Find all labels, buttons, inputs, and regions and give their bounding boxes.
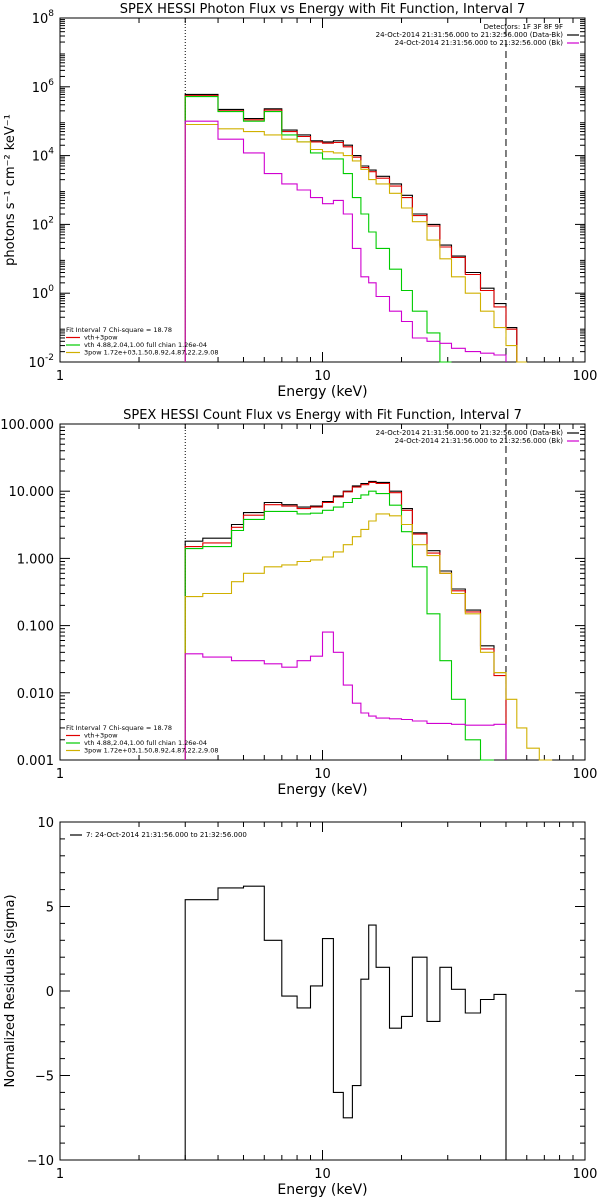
legend-entry: 3pow 1.72e+03,1.50,8.92,4.87,22.2,9.08 xyxy=(84,349,219,357)
x-tick-label: 1 xyxy=(56,767,64,782)
legend-entry: 7: 24-Oct-2014 21:31:56.000 to 21:32:56.… xyxy=(86,831,247,839)
legend-entry: Fit Interval 7 Chi-square = 18.78 xyxy=(66,724,172,732)
legend-entry: 3pow 1.72e+03,1.50,8.92,4.87,22.2,9.08 xyxy=(84,747,219,755)
legend-entry: vth 4.88,2.04,1.00 full chian 1.26e-04 xyxy=(84,739,207,747)
x-tick-label: 1 xyxy=(56,1167,64,1182)
x-axis-label: Energy (keV) xyxy=(277,384,367,400)
series-vth xyxy=(184,96,452,363)
series-residuals xyxy=(184,885,507,1160)
y-tick-label: 106 xyxy=(32,78,55,96)
series-bk xyxy=(184,631,507,760)
y-tick-base: 10 xyxy=(32,81,49,96)
y-tick-exp: 6 xyxy=(48,78,54,88)
y-axis: 100.000 10.000 1.000 0.100 0.010 0.001 xyxy=(0,418,585,769)
legend-entry: 24-Oct-2014 21:31:56.000 to 21:32:56.000… xyxy=(395,39,564,47)
y-tick-exp: 4 xyxy=(48,147,54,157)
chart-title: SPEX HESSI Photon Flux vs Energy with Fi… xyxy=(120,2,526,17)
legend-bottom: Fit Interval 7 Chi-square = 18.78vth+3po… xyxy=(66,326,219,357)
y-tick-exp: 2 xyxy=(48,215,54,225)
y-tick-base: 10 xyxy=(32,218,49,233)
x-axis: 1 10 100 xyxy=(56,424,598,782)
y-tick-label: 108 xyxy=(32,9,55,27)
series-bk xyxy=(184,120,507,362)
x-tick-label: 1 xyxy=(56,369,64,384)
y-tick-label: 0 xyxy=(46,985,54,1000)
x-tick-label: 100 xyxy=(573,1167,598,1182)
y-tick-base: 10 xyxy=(32,12,49,27)
y-tick-label: 100.000 xyxy=(0,418,54,433)
y-tick-label: −5 xyxy=(35,1070,54,1085)
series-group xyxy=(184,480,553,761)
y-tick-exp: -2 xyxy=(45,353,54,363)
series-group xyxy=(184,93,527,363)
series-vth xyxy=(184,490,494,761)
x-tick-label: 10 xyxy=(314,369,331,384)
series-data-bk xyxy=(184,480,507,760)
y-tick-base: 10 xyxy=(28,356,45,371)
legend-entry: vth 4.88,2.04,1.00 full chian 1.26e-04 xyxy=(84,341,207,349)
series-vth-3pow xyxy=(184,95,518,362)
x-axis: 1 10 100 xyxy=(56,18,598,384)
x-tick-label: 100 xyxy=(573,767,598,782)
y-tick-label: 10-2 xyxy=(28,353,54,371)
y-tick-label: 102 xyxy=(32,215,54,233)
legend-bottom: Fit Interval 7 Chi-square = 18.78vth+3po… xyxy=(66,724,219,755)
y-tick-label: 0.001 xyxy=(17,754,54,769)
x-tick-label: 10 xyxy=(314,1167,331,1182)
legend-entry: vth+3pow xyxy=(84,732,118,740)
y-axis: 10 5 0 −5 −10 xyxy=(27,816,585,1169)
y-axis-label: photons s⁻¹ cm⁻² keV⁻¹ xyxy=(3,114,18,266)
x-tick-label: 100 xyxy=(573,369,598,384)
series-3pow xyxy=(184,513,553,761)
y-tick-label: 10 xyxy=(37,816,54,831)
series-data-bk xyxy=(184,93,518,362)
y-tick-label: 104 xyxy=(32,147,55,165)
y-tick-label: 5 xyxy=(46,901,54,916)
legend-entry: 24-Oct-2014 21:31:56.000 to 21:32:56.000… xyxy=(376,31,564,39)
y-tick-label: 0.100 xyxy=(17,620,54,635)
x-axis: 1 10 100 xyxy=(56,822,598,1182)
legend-entry: 24-Oct-2014 21:31:56.000 to 21:32:56.000… xyxy=(376,429,564,437)
x-tick-label: 10 xyxy=(314,767,331,782)
y-axis-label: Normalized Residuals (sigma) xyxy=(3,894,18,1087)
legend-entry: Fit Interval 7 Chi-square = 18.78 xyxy=(66,326,172,334)
chart-panel-2: 1 10 100 Energy (keV) 100.000 10.000 1.000 0.10… xyxy=(0,408,597,798)
series-3pow xyxy=(184,123,527,363)
y-tick-label: 1.000 xyxy=(17,552,54,567)
y-tick-exp: 0 xyxy=(48,284,54,294)
series-group xyxy=(184,885,507,1160)
legend-entry: vth+3pow xyxy=(84,334,118,342)
y-tick-exp: 8 xyxy=(48,9,54,19)
legend-entry: Detectors: 1F 3F 8F 9F xyxy=(484,23,563,31)
y-tick-label: 10.000 xyxy=(9,485,55,500)
legend-top: 7: 24-Oct-2014 21:31:56.000 to 21:32:56.… xyxy=(70,831,247,839)
y-tick-label: 0.010 xyxy=(17,687,54,702)
x-axis-label: Energy (keV) xyxy=(277,1182,367,1198)
y-tick-label: −10 xyxy=(27,1154,54,1169)
chart-title: SPEX HESSI Count Flux vs Energy with Fit… xyxy=(123,408,522,423)
y-tick-base: 10 xyxy=(32,150,49,165)
y-tick-label: 100 xyxy=(32,284,55,302)
y-tick-base: 10 xyxy=(32,287,49,302)
x-axis-label: Energy (keV) xyxy=(277,782,367,798)
legend-top: 24-Oct-2014 21:31:56.000 to 21:32:56.000… xyxy=(376,429,579,445)
legend-entry: 24-Oct-2014 21:31:56.000 to 21:32:56.000… xyxy=(395,437,564,445)
